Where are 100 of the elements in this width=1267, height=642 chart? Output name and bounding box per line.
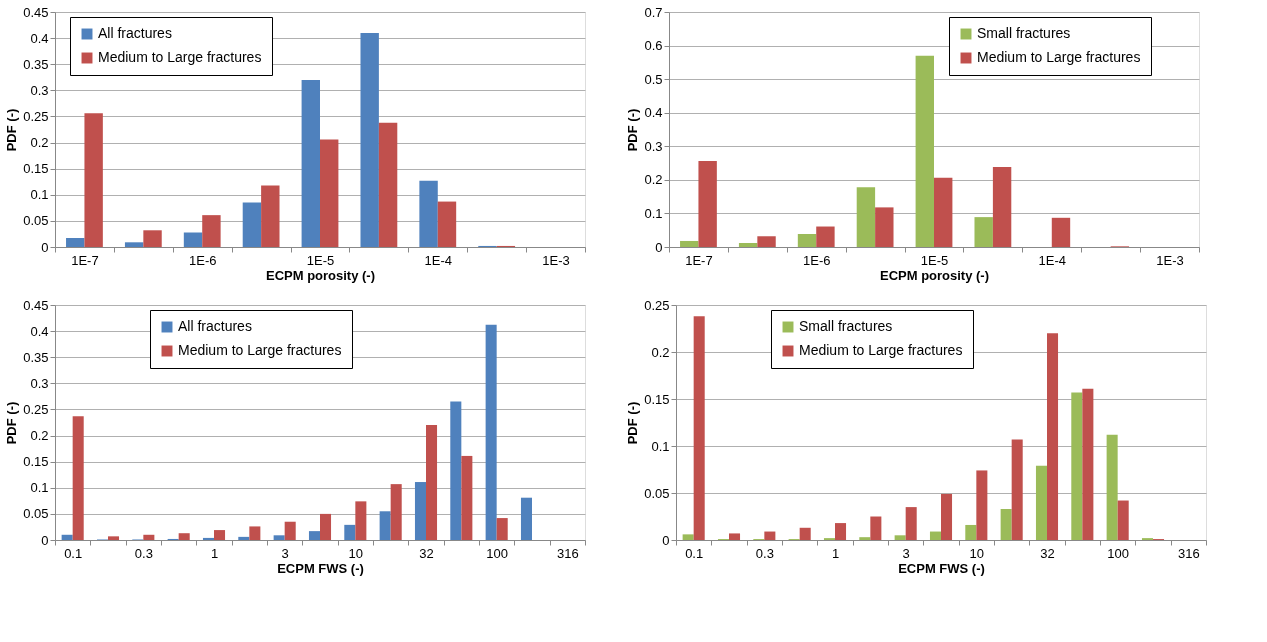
x-tick-label: 316 (556, 545, 579, 561)
bar (124, 242, 144, 247)
bar (764, 531, 776, 540)
bar (698, 161, 717, 247)
y-axis-title: PDF (-) (625, 108, 641, 152)
x-axis-title: ECPM porosity (-) (265, 267, 376, 283)
y-tick-label: 0.1 (30, 480, 49, 496)
bar (992, 167, 1012, 247)
x-tick-label: 1 (831, 545, 840, 561)
x-tick-label: 100 (486, 545, 509, 561)
y-tick-label: 0.15 (644, 391, 670, 407)
bar (202, 215, 221, 247)
x-tick-label: 316 (1177, 545, 1200, 561)
legend-label: All fractures (178, 318, 252, 334)
bar (461, 455, 473, 540)
y-tick-label: 0.4 (30, 30, 49, 46)
bar (143, 534, 155, 540)
bar (108, 536, 120, 540)
bar (1047, 333, 1059, 540)
y-tick-label: 0.2 (30, 135, 49, 151)
bar (941, 493, 953, 540)
bar (859, 537, 871, 540)
bar (308, 531, 320, 540)
y-tick-label: 0.1 (651, 438, 670, 454)
x-tick-label: 1E-3 (542, 252, 570, 268)
y-tick-label: 0.45 (23, 4, 49, 20)
y-tick-label: 0.25 (23, 401, 49, 417)
y-tick-label: 0.35 (23, 56, 49, 72)
bar (143, 230, 162, 247)
bar (835, 523, 847, 540)
bar (360, 32, 379, 247)
x-tick-label: 1E-5 (306, 252, 335, 268)
x-tick-label: 100 (1107, 545, 1130, 561)
x-tick-label: 0.3 (134, 545, 153, 561)
bar (414, 482, 426, 540)
x-tick-label: 32 (419, 545, 434, 561)
y-tick-label: 0.35 (23, 349, 49, 365)
legend-label: Medium to Large fractures (799, 342, 963, 358)
legend-label: Medium to Large fractures (178, 342, 342, 358)
bar (419, 180, 438, 247)
x-tick-label: 0.3 (755, 545, 774, 561)
y-tick-label: 0.2 (651, 344, 670, 360)
y-tick-label: 0.1 (30, 187, 49, 203)
bar (693, 316, 705, 540)
bar (974, 217, 993, 247)
bar (183, 232, 203, 247)
legend-label: All fractures (98, 25, 172, 41)
y-tick-label: 0.05 (644, 485, 670, 501)
y-tick-label: 0.2 (30, 428, 49, 444)
bar (84, 113, 103, 247)
y-tick-label: 0.3 (30, 82, 49, 98)
bar (934, 177, 953, 247)
bar (894, 535, 906, 540)
bar (875, 207, 894, 247)
y-tick-label: 0.1 (644, 205, 663, 221)
x-tick-label: 1E-4 (424, 252, 453, 268)
x-tick-label: 32 (1040, 545, 1055, 561)
bar (378, 122, 398, 247)
bar (1035, 465, 1047, 540)
bar (61, 534, 73, 540)
y-tick-label: 0.3 (30, 375, 49, 391)
bar (485, 324, 497, 540)
y-tick-label: 0.7 (644, 4, 663, 20)
x-tick-label: 1E-3 (1156, 252, 1184, 268)
y-tick-label: 0 (662, 532, 670, 548)
bar (320, 513, 332, 540)
bar (273, 535, 285, 540)
bar (1000, 508, 1012, 540)
bar (870, 516, 882, 540)
bar (390, 484, 402, 540)
bar (738, 242, 758, 247)
y-tick-label: 0.4 (30, 323, 49, 339)
y-axis-title: PDF (-) (625, 401, 641, 445)
bar (450, 401, 462, 540)
legend-label: Medium to Large fractures (977, 49, 1141, 65)
bar (1051, 217, 1071, 247)
x-tick-label: 1 (210, 545, 219, 561)
y-tick-label: 0.3 (644, 138, 663, 154)
y-tick-label: 0.05 (23, 506, 49, 522)
x-tick-label: 10 (348, 545, 364, 561)
bar (202, 537, 214, 540)
y-tick-label: 0.15 (23, 454, 49, 470)
x-tick-label: 0.1 (64, 545, 83, 561)
legend-label: Medium to Large fractures (98, 49, 262, 65)
bar (496, 518, 508, 540)
x-tick-label: 10 (969, 545, 985, 561)
bar (72, 416, 84, 540)
y-tick-label: 0.6 (644, 38, 663, 54)
x-axis-title: ECPM porosity (-) (879, 267, 990, 283)
x-tick-label: 1E-6 (188, 252, 217, 268)
legend-label: Small fractures (977, 25, 1071, 41)
y-tick-label: 0 (655, 239, 663, 255)
bar (729, 533, 741, 540)
bar (355, 501, 367, 540)
bar (905, 507, 917, 540)
bar (680, 240, 699, 247)
bar (816, 226, 835, 247)
bar (242, 202, 262, 247)
y-tick-label: 0.25 (644, 297, 670, 313)
bar (856, 187, 876, 247)
